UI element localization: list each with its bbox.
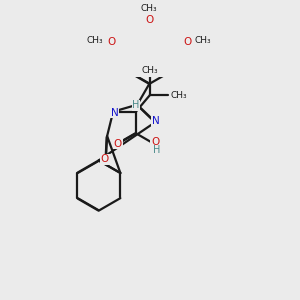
Text: H: H: [153, 146, 160, 155]
Text: H: H: [132, 100, 140, 110]
Text: O: O: [107, 38, 116, 47]
Text: CH₃: CH₃: [194, 36, 211, 45]
Text: CH₃: CH₃: [141, 4, 158, 13]
Text: N: N: [111, 108, 119, 118]
Text: CH₃: CH₃: [87, 36, 103, 45]
Text: O: O: [114, 139, 122, 148]
Text: O: O: [101, 154, 109, 164]
Text: O: O: [145, 15, 153, 26]
Text: N: N: [152, 116, 159, 126]
Text: CH₃: CH₃: [142, 66, 158, 75]
Text: CH₃: CH₃: [170, 91, 187, 100]
Text: O: O: [151, 137, 159, 148]
Text: O: O: [184, 38, 192, 47]
